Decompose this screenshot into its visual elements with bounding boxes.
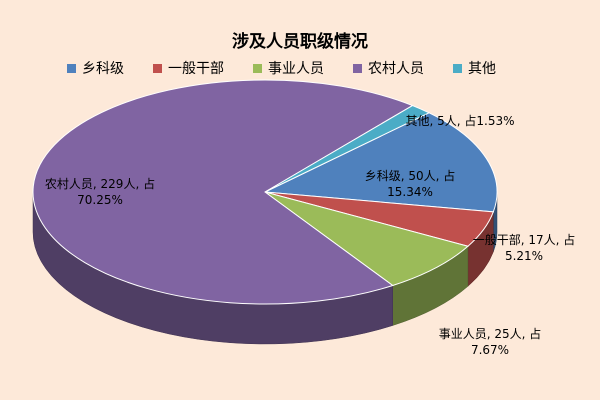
- legend-label: 事业人员: [268, 61, 324, 77]
- chart-title: 涉及人员职级情况: [232, 31, 368, 52]
- data-label-box: 一般干部, 17人, 占5.21%: [472, 233, 576, 263]
- legend-label: 一般干部: [168, 61, 224, 77]
- data-label-box: 其他, 5人, 占1.53%: [405, 114, 515, 128]
- legend-label: 农村人员: [368, 61, 424, 77]
- data-label: 一般干部, 17人, 占5.21%: [472, 233, 576, 263]
- data-label-box: 乡科级, 50人, 占15.34%: [364, 169, 456, 199]
- pie-tops: [32, 79, 498, 305]
- legend-marker: [453, 64, 462, 73]
- slice: [263, 112, 498, 213]
- data-label-box: 农村人员, 229人, 占70.25%: [44, 177, 156, 207]
- slice: [32, 79, 414, 305]
- data-label: 事业人员, 25人, 占7.67%: [438, 327, 542, 357]
- data-label: 其他, 5人, 占1.53%: [405, 114, 515, 128]
- slice: [264, 191, 469, 287]
- data-label: 乡科级, 50人, 占15.34%: [364, 169, 456, 199]
- legend-marker: [67, 64, 76, 73]
- data-label: 农村人员, 229人, 占70.25%: [44, 177, 156, 207]
- legend-label: 乡科级: [82, 61, 124, 77]
- legend-label: 其他: [468, 61, 496, 77]
- legend-marker: [353, 64, 362, 73]
- legend-marker: [253, 64, 262, 73]
- data-label-box: 事业人员, 25人, 占7.67%: [438, 327, 542, 357]
- legend-marker: [153, 64, 162, 73]
- slice: [264, 104, 431, 193]
